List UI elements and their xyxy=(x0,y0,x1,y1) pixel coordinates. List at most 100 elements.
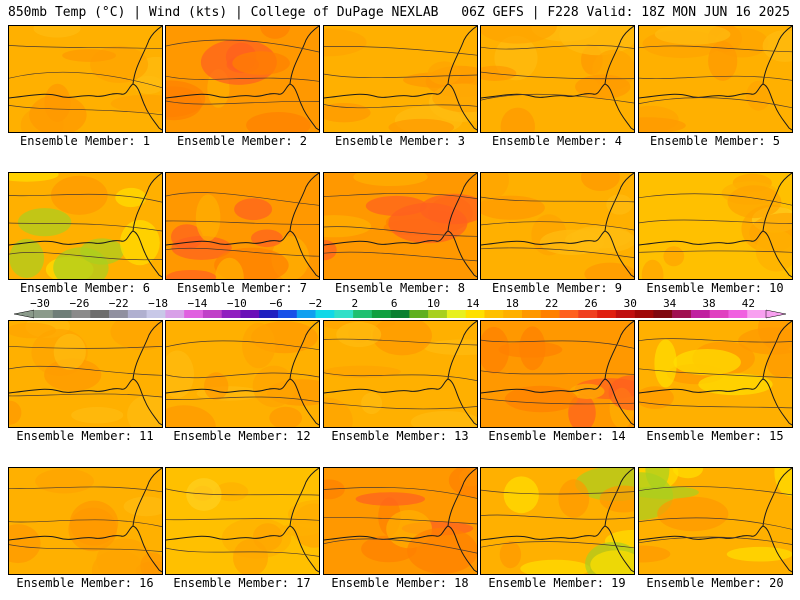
coastline xyxy=(166,230,319,278)
temperature-blob xyxy=(232,51,290,75)
temperature-blob xyxy=(260,26,291,39)
temperature-blob xyxy=(520,559,591,574)
atlantic-coastline xyxy=(762,321,792,380)
temperature-blob xyxy=(252,365,296,408)
member-caption: Ensemble Member: 10 xyxy=(646,281,784,295)
colorbar-tick-label: 42 xyxy=(742,297,755,310)
temperature-blob xyxy=(9,322,56,339)
ensemble-member-map xyxy=(323,172,478,280)
colorbar-swatch xyxy=(615,310,635,318)
coastline xyxy=(9,230,162,278)
ensemble-member-map xyxy=(165,467,320,575)
member-caption: Ensemble Member: 2 xyxy=(176,134,308,148)
member-caption: Ensemble Member: 19 xyxy=(488,576,626,590)
height-contour xyxy=(166,340,319,351)
colorbar-swatch xyxy=(747,310,767,318)
height-contour xyxy=(166,39,319,53)
colorbar-swatch xyxy=(184,310,204,318)
temperature-blob xyxy=(204,372,229,400)
height-contour xyxy=(166,488,319,496)
atlantic-coastline xyxy=(604,468,634,527)
temperature-blob xyxy=(641,259,664,279)
height-contour xyxy=(481,196,634,203)
ensemble-member-map xyxy=(480,320,635,428)
temperature-blob xyxy=(654,26,731,45)
coastline xyxy=(166,83,319,131)
temperature-blob xyxy=(33,26,81,38)
ensemble-member-map xyxy=(480,467,635,575)
height-contour xyxy=(324,192,477,199)
colorbar-swatch xyxy=(202,310,222,318)
colorbar-tick-label: −30 xyxy=(30,297,50,310)
atlantic-coastline xyxy=(289,321,319,380)
coastline xyxy=(324,230,477,278)
atlantic-coastline xyxy=(132,173,162,232)
coastline xyxy=(324,378,477,426)
height-contour xyxy=(639,250,792,253)
temperature-blob xyxy=(336,321,382,348)
colorbar-swatch xyxy=(653,310,673,318)
height-contour xyxy=(166,192,319,206)
colorbar-swatch xyxy=(90,310,110,318)
member-caption: Ensemble Member: 7 xyxy=(176,281,308,295)
temperature-blob xyxy=(559,26,634,56)
temperature-blob xyxy=(355,492,425,506)
colorbar-swatch xyxy=(71,310,91,318)
colorbar-tick-label: 22 xyxy=(545,297,558,310)
temperature-blob xyxy=(639,117,686,132)
temperature-field xyxy=(324,173,477,279)
colorbar-swatch xyxy=(597,310,617,318)
colorbar-swatch xyxy=(315,310,335,318)
temperature-blob xyxy=(672,468,704,479)
height-contour xyxy=(481,541,634,549)
height-contour xyxy=(9,193,162,203)
ensemble-member-map xyxy=(638,25,793,133)
temperature-blob xyxy=(481,65,517,81)
temperature-blob xyxy=(50,175,108,215)
temperature-blob xyxy=(481,26,557,44)
temperature-blob xyxy=(738,327,792,355)
temperature-blob xyxy=(123,496,162,517)
temperature-blob xyxy=(9,173,59,182)
ensemble-member-map xyxy=(638,320,793,428)
ensemble-member-map xyxy=(480,25,635,133)
coastline xyxy=(481,378,634,426)
temperature-blob xyxy=(388,202,468,244)
temperature-blob xyxy=(62,49,116,62)
ensemble-member-map xyxy=(638,467,793,575)
temperature-blob xyxy=(252,523,283,551)
atlantic-coastline xyxy=(447,468,477,527)
temperature-blob xyxy=(372,321,432,356)
height-contour xyxy=(324,538,477,554)
height-contour xyxy=(481,93,634,104)
temperature-blob xyxy=(166,405,216,427)
temperature-blob xyxy=(766,348,792,378)
colorbar-swatch xyxy=(52,310,72,318)
colorbar-tick-label: 10 xyxy=(427,297,440,310)
temperature-field xyxy=(166,26,319,132)
atlantic-coastline xyxy=(289,468,319,527)
atlantic-coastline xyxy=(762,468,792,527)
colorbar-swatch xyxy=(127,310,147,318)
temperature-blob xyxy=(324,215,372,238)
member-caption: Ensemble Member: 8 xyxy=(334,281,466,295)
colorbar-swatch xyxy=(353,310,373,318)
coastline xyxy=(324,83,477,131)
colorbar-swatch xyxy=(371,310,391,318)
colorbar-min-arrow xyxy=(13,309,35,319)
ensemble-member-map xyxy=(165,172,320,280)
temperature-blob xyxy=(762,30,792,62)
coastline xyxy=(9,525,162,573)
ensemble-member-map xyxy=(323,25,478,133)
coastline xyxy=(166,525,319,573)
colorbar-swatch xyxy=(296,310,316,318)
temperature-field xyxy=(639,321,792,427)
temperature-field xyxy=(481,321,634,427)
colorbar-tick-label: 26 xyxy=(584,297,597,310)
height-contour xyxy=(481,221,634,231)
atlantic-coastline xyxy=(604,26,634,85)
temperature-blob xyxy=(44,83,71,122)
temperature-field xyxy=(639,468,792,574)
temperature-blob xyxy=(361,392,383,415)
height-contour xyxy=(166,220,319,225)
